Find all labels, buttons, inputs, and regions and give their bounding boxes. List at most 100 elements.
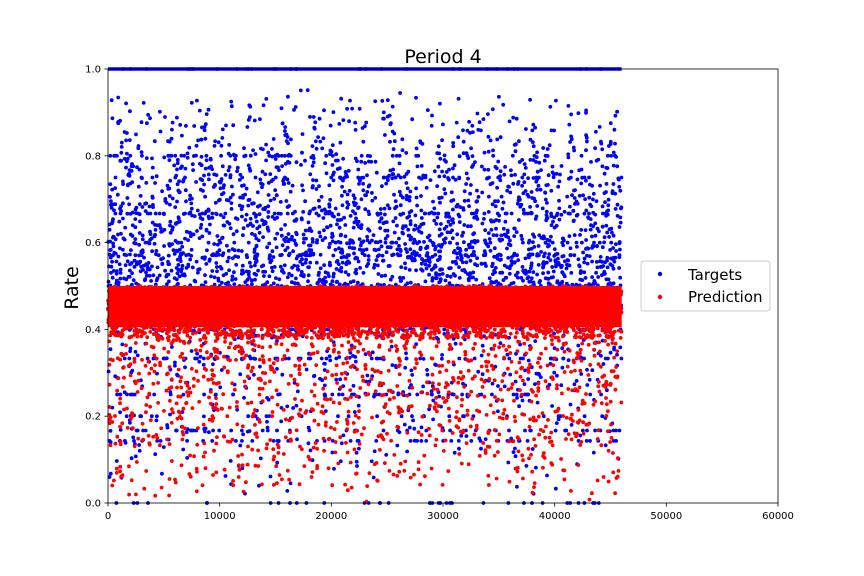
target-point <box>429 123 434 128</box>
target-point <box>474 277 479 282</box>
target-point <box>122 156 127 161</box>
target-point <box>567 122 572 127</box>
target-point <box>261 207 266 211</box>
target-point <box>526 240 531 245</box>
target-point <box>115 192 120 197</box>
target-point <box>468 131 472 135</box>
target-point <box>483 261 487 266</box>
target-point <box>202 173 206 178</box>
target-point <box>314 187 319 191</box>
prediction-point <box>544 424 548 429</box>
prediction-point <box>146 359 151 364</box>
prediction-point <box>263 381 267 386</box>
target-point <box>107 475 112 479</box>
target-point <box>223 211 228 216</box>
target-point <box>322 361 327 366</box>
prediction-point <box>533 444 538 448</box>
target-point <box>375 414 379 419</box>
target-point <box>144 156 149 161</box>
target-point <box>575 244 579 249</box>
target-point <box>134 132 138 137</box>
target-point <box>181 212 186 216</box>
target-point <box>430 240 435 245</box>
target-point <box>262 274 266 278</box>
target-point <box>210 215 215 220</box>
target-point <box>246 414 251 419</box>
prediction-point <box>119 474 123 479</box>
target-point <box>450 228 454 233</box>
target-point <box>333 240 338 245</box>
target-point <box>378 356 383 361</box>
prediction-point <box>186 393 191 398</box>
target-point <box>317 116 322 121</box>
target-point <box>597 229 601 234</box>
target-point <box>109 206 114 210</box>
target-point <box>422 240 426 244</box>
prediction-point <box>320 404 325 409</box>
prediction-point <box>246 444 250 449</box>
prediction-point <box>438 423 443 428</box>
target-point <box>141 101 146 105</box>
target-point <box>133 217 138 222</box>
target-point <box>618 215 623 220</box>
target-point <box>108 429 113 433</box>
target-point <box>379 244 384 249</box>
target-point <box>321 136 326 141</box>
target-point <box>301 273 306 277</box>
target-point <box>584 135 589 140</box>
prediction-point <box>297 364 302 368</box>
target-point <box>143 277 148 281</box>
prediction-point <box>213 349 218 354</box>
target-point <box>404 247 408 251</box>
target-point <box>562 238 566 243</box>
target-point <box>330 235 334 240</box>
target-point <box>294 403 299 408</box>
target-point <box>356 439 361 443</box>
target-point <box>328 241 332 246</box>
target-point <box>496 175 501 180</box>
target-point <box>604 213 608 218</box>
target-point <box>249 264 253 269</box>
target-point <box>523 189 528 193</box>
target-point <box>206 208 211 213</box>
target-point <box>308 172 313 177</box>
target-point <box>340 260 345 265</box>
target-point <box>165 183 170 188</box>
target-point <box>351 225 356 230</box>
target-point <box>427 272 431 277</box>
target-point <box>427 260 432 264</box>
target-point <box>551 269 556 274</box>
target-point <box>124 101 128 106</box>
target-point <box>251 224 255 228</box>
target-point <box>145 121 149 126</box>
prediction-point <box>166 350 171 354</box>
target-point <box>466 198 471 203</box>
target-point <box>424 266 429 271</box>
target-point <box>198 161 202 166</box>
target-point <box>461 151 466 156</box>
target-point <box>121 216 125 221</box>
target-point <box>434 222 439 226</box>
target-point <box>168 219 173 224</box>
target-point <box>409 209 414 213</box>
target-point <box>343 270 348 274</box>
target-point <box>467 119 471 124</box>
target-point <box>266 204 271 209</box>
prediction-point <box>278 335 282 340</box>
target-point <box>352 246 357 251</box>
prediction-point <box>595 437 600 441</box>
target-point <box>449 199 454 203</box>
target-point <box>165 423 170 427</box>
target-point <box>331 271 336 276</box>
target-point <box>439 245 443 249</box>
target-point <box>330 163 335 167</box>
target-point <box>521 207 526 212</box>
target-point <box>555 280 560 285</box>
target-point <box>475 256 479 261</box>
target-point <box>489 280 494 284</box>
target-point <box>278 200 283 204</box>
prediction-point <box>209 377 214 382</box>
target-point <box>125 131 129 135</box>
target-point <box>316 135 320 140</box>
target-point <box>456 246 460 251</box>
